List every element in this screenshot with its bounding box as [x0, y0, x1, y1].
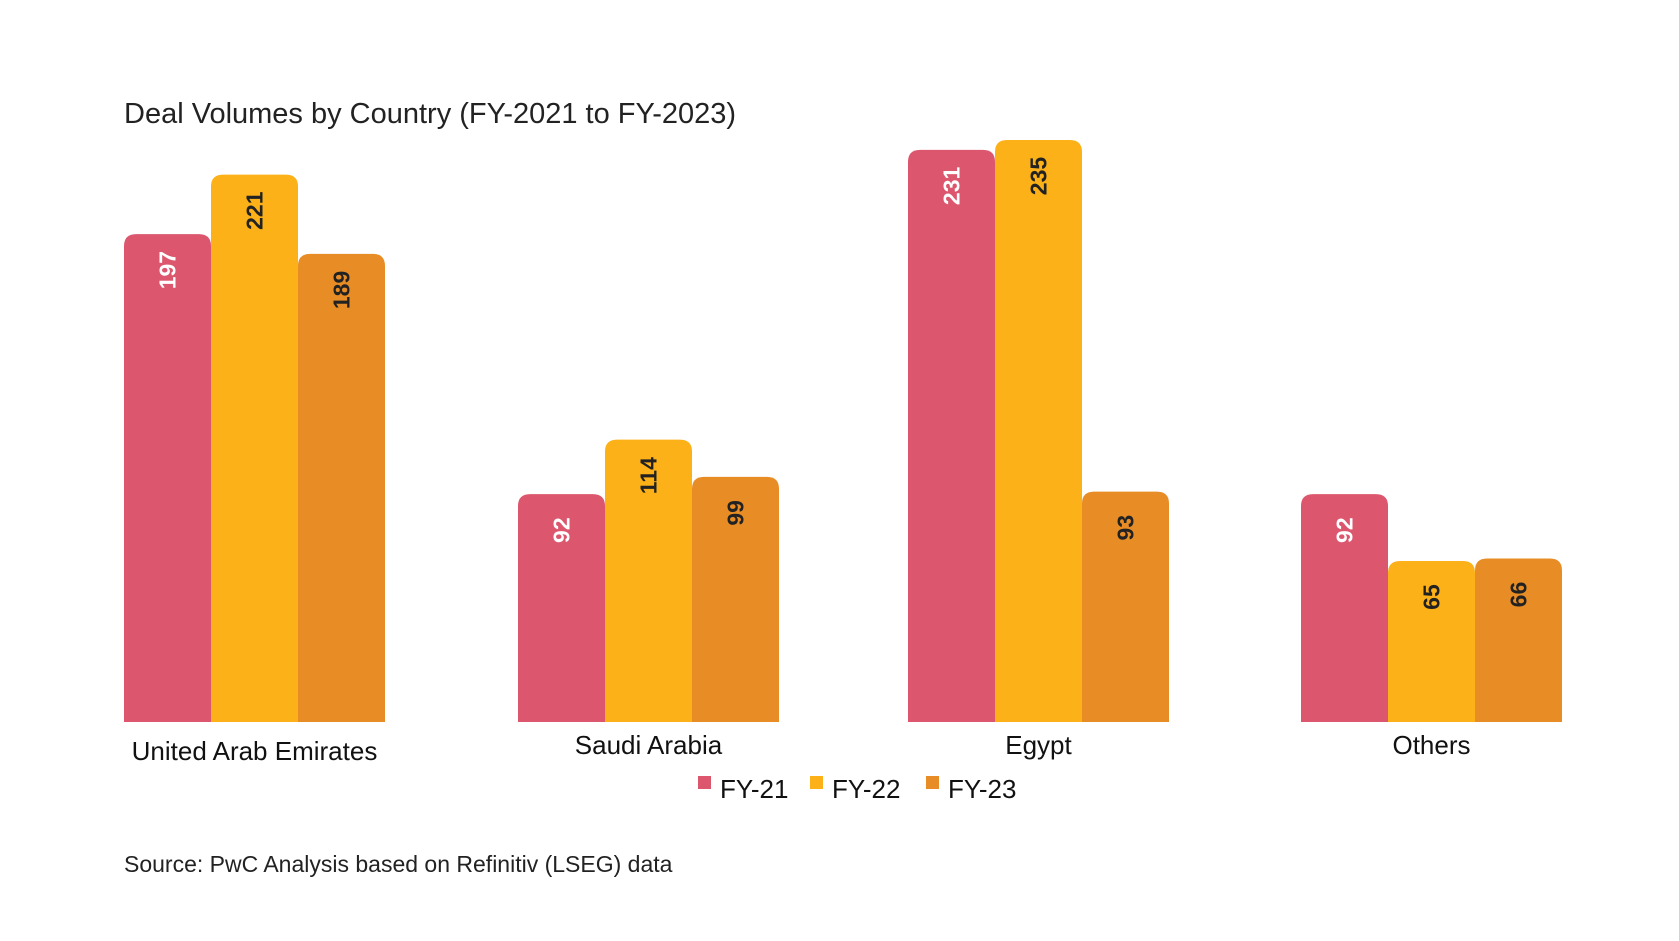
category-label: United Arab Emirates [132, 736, 378, 766]
bar-fy-23-1 [692, 476, 779, 722]
legend-swatch-fy-23 [926, 776, 939, 789]
data-label: 189 [329, 271, 355, 309]
data-label: 114 [636, 457, 662, 494]
bar-fy-22-0 [211, 174, 298, 722]
bar-fy-23-0 [298, 253, 385, 722]
category-labels: United Arab Emirates Saudi Arabia Egypt Oth… [132, 730, 1471, 766]
bar-fy-22-3 [1388, 561, 1475, 722]
legend-label: FY-21 [720, 774, 788, 804]
data-label: 66 [1506, 582, 1532, 608]
category-label: Saudi Arabia [575, 730, 723, 760]
data-label: 65 [1419, 584, 1445, 610]
category-label: Egypt [1005, 730, 1072, 760]
legend-label: FY-22 [832, 774, 900, 804]
bar-fy-21-2 [908, 149, 995, 723]
data-label: 99 [723, 500, 749, 526]
legend-label: FY-23 [948, 774, 1016, 804]
bar-fy-23-2 [1082, 491, 1169, 722]
legend-swatch-fy-22 [810, 776, 823, 789]
data-label: 93 [1113, 515, 1139, 541]
legend: FY-21 FY-22 FY-23 [698, 774, 1016, 804]
data-label: 231 [939, 167, 965, 206]
legend-swatch-fy-21 [698, 776, 711, 789]
data-label: 235 [1026, 157, 1052, 196]
data-label: 221 [242, 191, 268, 230]
bar-fy-21-3 [1301, 494, 1388, 722]
data-label: 92 [1332, 517, 1358, 543]
source-note: Source: PwC Analysis based on Refinitiv … [124, 851, 673, 877]
bar-fy-21-1 [518, 494, 605, 722]
bar-fy-21-0 [124, 234, 211, 722]
bar-fy-22-1 [605, 439, 692, 722]
data-label: 92 [549, 517, 575, 543]
bars: 197 221 189 92 114 99 231 235 93 92 65 66 [124, 140, 1562, 723]
bar-fy-23-3 [1475, 558, 1562, 722]
chart-title: Deal Volumes by Country (FY-2021 to FY-2… [124, 98, 736, 130]
category-label: Others [1392, 730, 1470, 760]
bar-fy-22-2 [995, 140, 1082, 722]
data-label: 197 [155, 251, 181, 289]
